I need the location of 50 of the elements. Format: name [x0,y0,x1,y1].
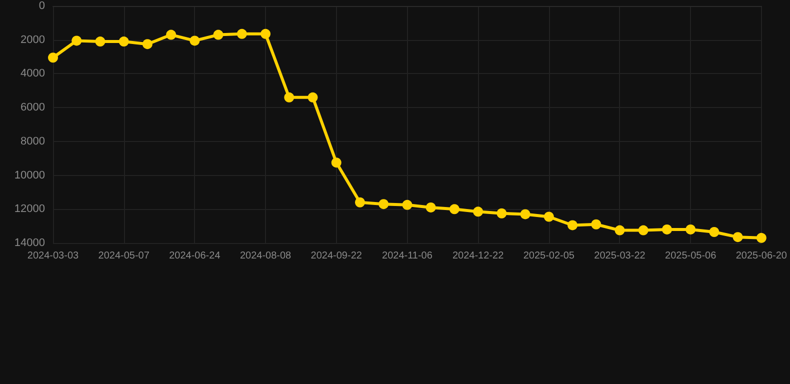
x-tick-label: 2024-03-03 [27,250,80,262]
y-tick-label: 14000 [14,237,45,249]
point [260,28,271,39]
point [520,209,530,220]
point [568,220,578,230]
y-tick-label: 10000 [14,169,45,182]
point [378,199,389,210]
x-tick-label: 2024-08-08 [240,250,292,262]
point [236,28,247,39]
point [686,224,696,234]
point [72,36,82,46]
y-tick-label: 4000 [20,68,45,80]
point [213,30,224,40]
point [48,52,58,63]
x-tick-label: 2025-05-06 [665,250,717,262]
point [402,200,412,210]
point [662,224,672,234]
point [638,225,648,236]
point [118,36,129,47]
point [190,36,200,46]
y-tick-label: 2000 [20,34,45,46]
x-tick-label: 2024-12-22 [452,250,504,262]
point [354,197,365,208]
point [142,39,152,50]
point [426,202,436,212]
point [331,158,342,168]
x-tick-label: 2025-06-20 [736,250,788,262]
point [496,208,507,218]
x-tick-label: 2024-09-22 [310,250,362,262]
point [449,204,460,214]
x-tick-label: 2025-03-22 [594,250,646,262]
y-tick-label: 0 [38,0,45,12]
point [709,227,720,237]
point [308,92,318,102]
point [166,30,176,40]
point [756,232,766,243]
y-tick-label: 6000 [20,102,45,114]
x-tick-label: 2024-06-24 [169,250,221,262]
point [95,36,106,47]
y-tick-label: 12000 [14,203,45,216]
y-tick-label: 8000 [20,135,45,148]
x-tick-label: 2024-11-06 [382,250,433,262]
point [591,219,602,230]
point [544,212,554,222]
x-tick-label: 2024-05-07 [98,250,150,262]
point [473,206,484,217]
point [284,92,294,102]
point [732,232,743,242]
point [614,225,625,236]
x-tick-label: 2025-02-05 [523,250,575,262]
